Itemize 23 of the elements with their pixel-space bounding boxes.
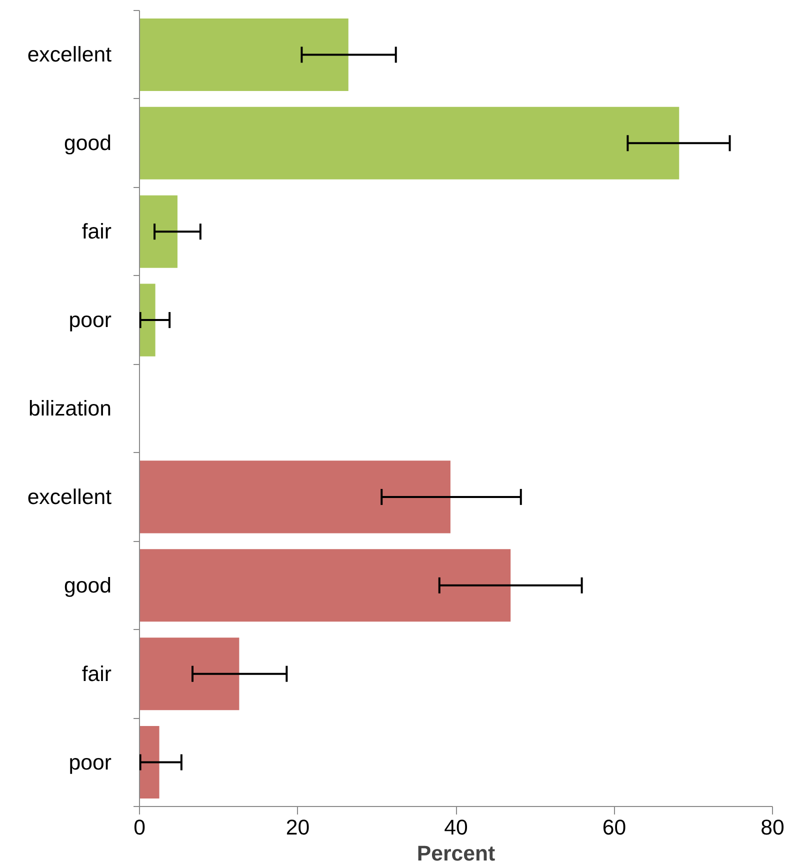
bar xyxy=(140,106,680,180)
bar xyxy=(140,638,240,710)
x-tick-label: 20 xyxy=(286,816,310,840)
x-tick-label: 80 xyxy=(760,816,784,840)
y-tick-label: good xyxy=(64,573,112,598)
bar xyxy=(140,460,450,534)
x-tick-label: 0 xyxy=(134,816,146,840)
y-tick-label: excellent xyxy=(27,484,112,509)
y-tick-label: good xyxy=(64,131,112,156)
x-axis-title: Percent xyxy=(416,842,496,866)
y-tick-label: excellent xyxy=(27,42,112,67)
y-tick-label: poor xyxy=(68,750,112,774)
bar xyxy=(140,195,178,268)
bar xyxy=(140,284,156,356)
y-tick-label: poor xyxy=(68,308,112,332)
bar xyxy=(140,18,348,91)
bar xyxy=(140,549,511,622)
x-tick-label: 40 xyxy=(444,816,468,840)
x-tick-label: 60 xyxy=(602,816,626,840)
y-tick-label: bilization xyxy=(28,396,112,420)
y-tick-label: fair xyxy=(82,662,112,686)
y-tick-label: fair xyxy=(82,220,112,244)
bar xyxy=(140,726,160,799)
